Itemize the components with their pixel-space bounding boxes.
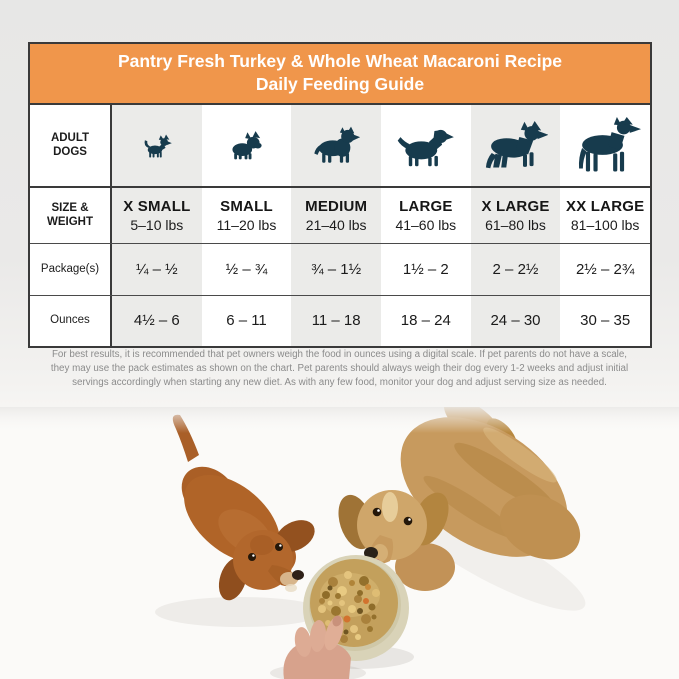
cell-small-packages: ½ – ¾ bbox=[225, 260, 268, 278]
longhaired-cream-dachshund bbox=[338, 397, 586, 611]
great-dane-icon bbox=[578, 117, 641, 172]
weight-range: 5–10 lbs bbox=[130, 216, 184, 233]
french-bulldog-icon bbox=[232, 131, 262, 160]
cell-small-icon bbox=[202, 105, 292, 186]
guide-title-line1: Pantry Fresh Turkey & Whole Wheat Macaro… bbox=[117, 51, 563, 71]
cell-medium-size: MEDIUM 21–40 lbs bbox=[291, 187, 381, 243]
cell-xxlarge-packages: 2½ – 2¾ bbox=[575, 260, 635, 278]
dogs-photo-illustration bbox=[0, 397, 679, 679]
row-size-weight: SIZE & WEIGHT X SMALL 5–10 lbs SMALL 11–… bbox=[30, 187, 650, 244]
dogs-photo bbox=[0, 397, 679, 679]
cell-xxlarge-icon bbox=[560, 105, 650, 186]
weight-range: 21–40 lbs bbox=[305, 216, 367, 233]
cell-xsmall-size: X SMALL 5–10 lbs bbox=[112, 187, 202, 243]
cell-xxlarge-ounces: 30 – 35 bbox=[580, 312, 631, 329]
cell-xlarge-ounces: 24 – 30 bbox=[470, 295, 561, 346]
chihuahua-icon bbox=[144, 133, 172, 158]
row-label-size-weight: SIZE & WEIGHT bbox=[30, 187, 112, 243]
cell-xsmall-ounces: 4½ – 6 bbox=[112, 295, 202, 346]
german-shepherd-icon bbox=[485, 121, 549, 169]
cell-xsmall-icon bbox=[112, 104, 202, 186]
cell-medium-icon bbox=[291, 104, 381, 186]
cell-xxlarge-size: XX LARGE 81–100 lbs bbox=[560, 188, 650, 243]
row-ounces: Ounces 4½ – 6 6 – 11 11 – 18 18 – 24 24 … bbox=[30, 295, 650, 346]
size-label: LARGE bbox=[399, 197, 453, 215]
human-hand-holding-bowl bbox=[270, 615, 366, 679]
weight-range: 81–100 lbs bbox=[570, 216, 640, 233]
labrador-icon bbox=[398, 129, 455, 166]
size-label: X LARGE bbox=[481, 197, 550, 215]
weight-range: 11–20 lbs bbox=[216, 216, 277, 233]
row-adult-dogs: ADULT DOGS bbox=[30, 104, 650, 188]
feeding-guide-footnote: For best results, it is recommended that… bbox=[50, 349, 629, 388]
cell-large-ounces: 18 – 24 bbox=[400, 312, 451, 329]
cell-large-size: LARGE 41–60 lbs bbox=[381, 188, 471, 243]
size-label: MEDIUM bbox=[305, 197, 368, 215]
row-label-ounces: Ounces bbox=[30, 295, 112, 346]
cell-small-ounces: 6 – 11 bbox=[226, 312, 267, 329]
cell-xsmall-packages: ¼ – ½ bbox=[112, 243, 202, 295]
size-label: XX LARGE bbox=[566, 197, 645, 215]
cell-large-icon bbox=[381, 105, 471, 186]
size-label: X SMALL bbox=[123, 197, 191, 215]
feeding-guide-table: Pantry Fresh Turkey & Whole Wheat Macaro… bbox=[28, 42, 652, 348]
row-packages: Package(s) ¼ – ½ ½ – ¾ ¾ – 1½ 1½ – 2 2 –… bbox=[30, 243, 650, 296]
food-crumbs bbox=[318, 571, 380, 643]
cell-xlarge-icon bbox=[470, 104, 561, 186]
row-label-adult-dogs: ADULT DOGS bbox=[30, 104, 112, 186]
size-label: SMALL bbox=[220, 197, 273, 215]
cell-medium-packages: ¾ – 1½ bbox=[291, 243, 381, 295]
cell-xlarge-size: X LARGE 61–80 lbs bbox=[470, 187, 561, 243]
pit-bull-icon bbox=[313, 126, 360, 163]
weight-range: 61–80 lbs bbox=[485, 216, 546, 233]
cell-xlarge-packages: 2 – 2½ bbox=[470, 243, 561, 295]
guide-title-line2: Daily Feeding Guide bbox=[255, 73, 425, 94]
weight-range: 41–60 lbs bbox=[395, 216, 457, 233]
guide-title: Pantry Fresh Turkey & Whole Wheat Macaro… bbox=[30, 44, 650, 105]
cell-large-packages: 1½ – 2 bbox=[402, 260, 449, 278]
cell-medium-ounces: 11 – 18 bbox=[291, 295, 381, 346]
cell-small-size: SMALL 11–20 lbs bbox=[202, 188, 292, 243]
row-label-packages: Package(s) bbox=[30, 243, 112, 295]
